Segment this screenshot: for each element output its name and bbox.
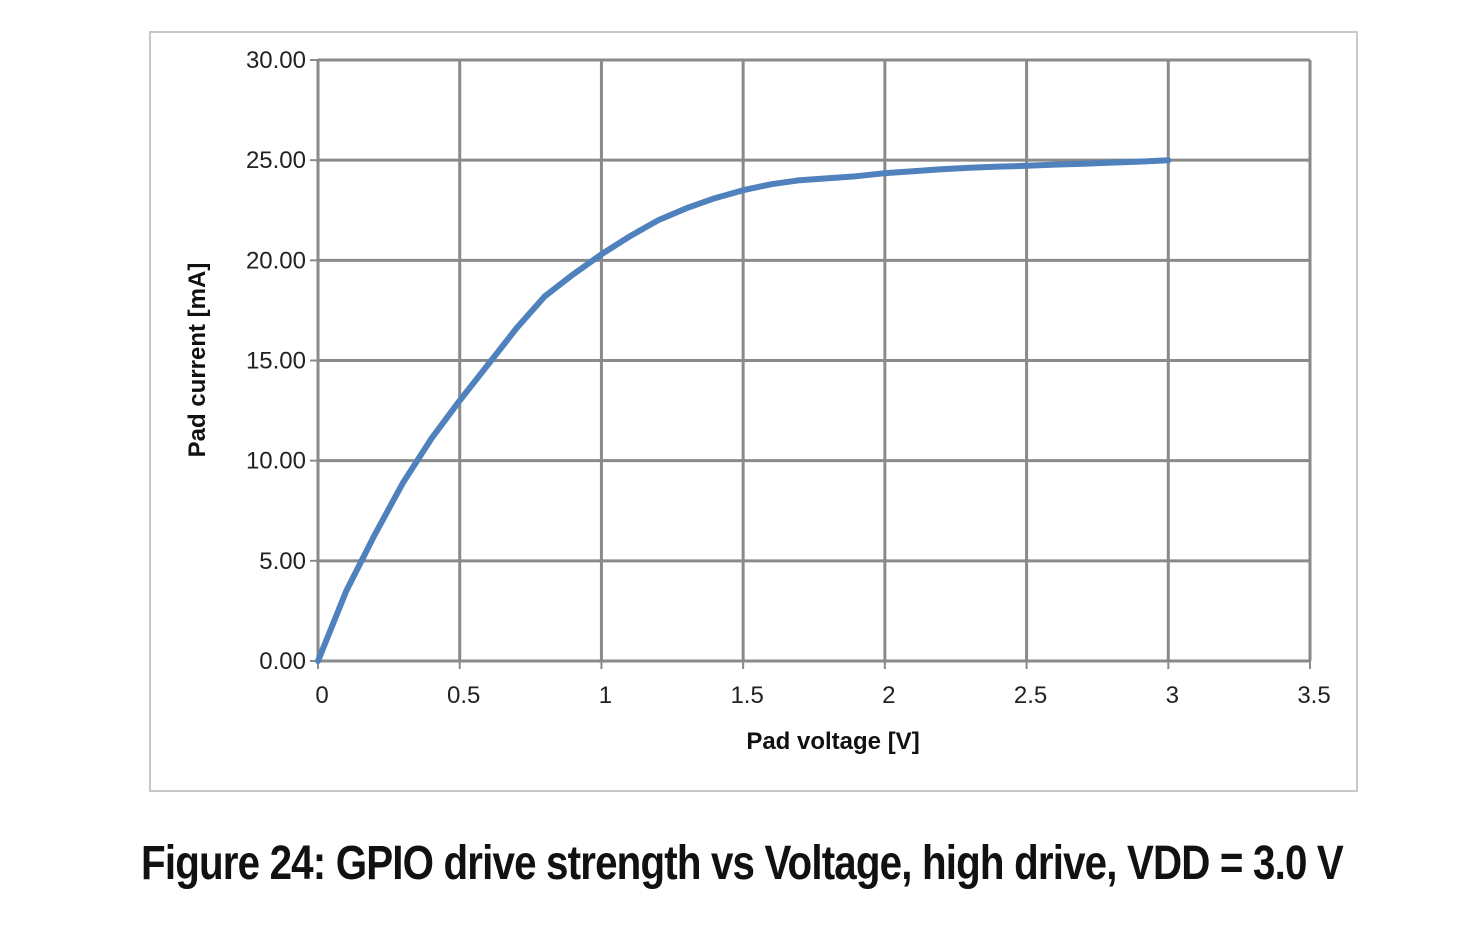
y-tick-label: 30.00 (246, 47, 306, 74)
x-tick-label: 0.5 (447, 682, 480, 709)
figure-caption: Figure 24: GPIO drive strength vs Voltag… (141, 837, 1344, 890)
x-tick-label: 0 (315, 682, 328, 709)
y-tick-label: 15.00 (246, 348, 306, 375)
series-line (315, 157, 1172, 664)
y-axis-title: Pad current [mA] (184, 263, 211, 458)
x-tick-label: 3 (1166, 682, 1179, 709)
x-tick-label: 1.5 (730, 682, 763, 709)
series-layer (315, 157, 1172, 664)
y-tick-label: 20.00 (246, 247, 306, 274)
y-tick-label: 25.00 (246, 147, 306, 174)
x-axis-title: Pad voltage [V] (746, 728, 919, 755)
y-axis-ticks: 0.00 5.00 10.00 15.00 20.00 25.00 30.00 (246, 47, 306, 675)
y-tick-label: 5.00 (259, 548, 306, 575)
x-tick-label: 3.5 (1297, 682, 1330, 709)
y-tick-label: 10.00 (246, 448, 306, 475)
grid (310, 58, 1312, 669)
y-tick-label: 0.00 (259, 648, 306, 675)
x-tick-label: 1 (599, 682, 612, 709)
x-tick-label: 2 (882, 682, 895, 709)
x-tick-label: 2.5 (1014, 682, 1047, 709)
x-axis-ticks: 0 0.5 1 1.5 2 2.5 3 3.5 (315, 682, 1330, 709)
